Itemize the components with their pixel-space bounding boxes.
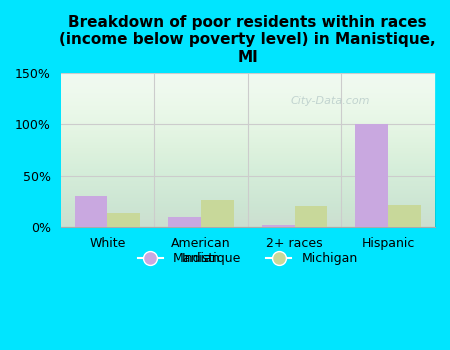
Bar <box>356 124 388 227</box>
Bar <box>262 225 295 227</box>
Bar <box>75 196 108 227</box>
Bar <box>201 200 234 227</box>
Text: City-Data.com: City-Data.com <box>290 96 370 106</box>
Legend: Manistique, Michigan: Manistique, Michigan <box>133 247 363 270</box>
Bar <box>168 217 201 227</box>
Bar <box>108 213 140 227</box>
Bar <box>388 205 421 227</box>
Title: Breakdown of poor residents within races
(income below poverty level) in Manisti: Breakdown of poor residents within races… <box>59 15 436 65</box>
Bar <box>295 206 327 227</box>
